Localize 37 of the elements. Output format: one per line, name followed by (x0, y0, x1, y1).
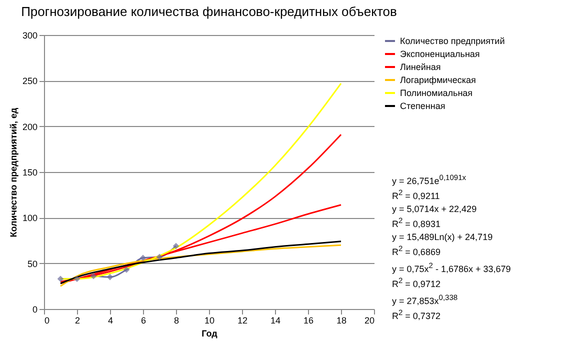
text: y = 27,853x$^{0,338}$ (392, 292, 459, 307)
x-tick-label: 8 (174, 316, 180, 326)
text: y = 0,75x$^{2}$ - 1,6786x + 33,679 (392, 260, 511, 275)
text: y = 26,751e$^{0,1091x}$ (392, 172, 467, 187)
text: y = 15,489Ln(x) + 24,719 (392, 232, 494, 243)
x-tick-label: 2 (74, 316, 80, 326)
x-tick-label: 18 (336, 316, 347, 326)
text: R$^{2}$ = 0,9211 (392, 187, 441, 202)
y-tick-label: 200 (22, 122, 38, 132)
text: R$^{2}$ = 0,8931 (392, 215, 442, 230)
x-tick-label: 10 (204, 316, 215, 326)
legend-label: Экспоненциальная (400, 49, 480, 59)
x-tick-label: 16 (303, 316, 314, 326)
x-tick-label: 20 (364, 316, 374, 326)
text: R$^{2}$ = 0,7372 (392, 307, 442, 322)
y-tick-label: 0 (32, 304, 38, 314)
legend-label: Степенная (400, 101, 446, 111)
legend-label: Полиномиальная (400, 88, 473, 98)
y-tick-label: 250 (22, 76, 38, 86)
x-tick-label: 6 (140, 316, 146, 326)
text: R$^{2}$ = 0,9712 (392, 275, 442, 290)
y-tick-label: 150 (22, 168, 38, 178)
y-tick-label: 300 (22, 30, 38, 40)
text: y = 5,0714x + 22,429 (392, 204, 478, 215)
text: R$^{2}$ = 0,6869 (392, 243, 442, 258)
legend-label: Количество предприятий (400, 36, 505, 46)
x-tick-label: 0 (44, 316, 50, 326)
x-tick-label: 4 (108, 316, 114, 326)
x-tick-label: 12 (237, 316, 248, 326)
x-axis-title: Год (202, 328, 218, 338)
y-tick-label: 50 (27, 258, 38, 269)
chart-title: Прогнозирование количества финансово-кредитных объектов (21, 4, 398, 19)
y-tick-label: 100 (22, 213, 38, 224)
y-axis-title: Количество предприятий, ед (8, 107, 18, 238)
legend-label: Линейная (400, 62, 441, 72)
x-tick-label: 14 (270, 316, 281, 326)
legend-label: Логарифмическая (400, 75, 476, 85)
